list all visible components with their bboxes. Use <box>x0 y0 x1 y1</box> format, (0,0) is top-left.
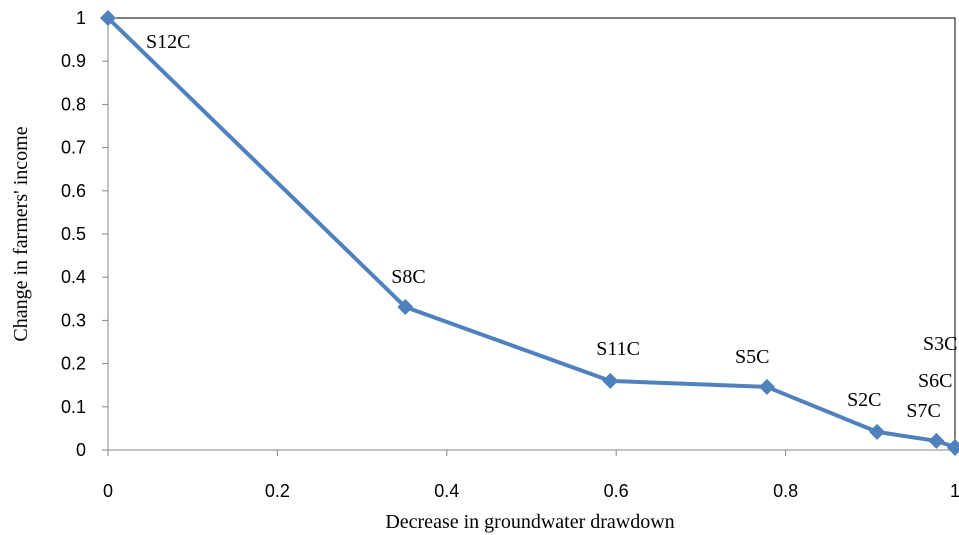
x-tick-label: 0.4 <box>434 481 459 501</box>
marker <box>947 439 959 456</box>
y-axis-title: Change in farmers' income <box>10 126 32 341</box>
x-tick-label: 0 <box>103 481 113 501</box>
plot-border <box>107 17 956 451</box>
y-tick-label: 0.1 <box>61 397 86 417</box>
marker <box>928 432 945 449</box>
point-label: S5C <box>735 346 769 368</box>
y-tick-label: 0.8 <box>61 94 86 114</box>
x-tick-label: 1 <box>950 481 959 501</box>
point-label: S6C <box>918 370 952 392</box>
point-label: S3C <box>923 333 957 355</box>
point-label: S7C <box>906 400 940 422</box>
point-label: S11C <box>596 338 640 360</box>
marker <box>100 10 116 26</box>
marker <box>602 372 619 389</box>
y-tick-label: 0 <box>76 440 86 460</box>
marker <box>758 378 775 395</box>
y-tick-label: 0.3 <box>61 310 86 330</box>
point-label: S2C <box>847 389 881 411</box>
y-tick-label: 1 <box>76 8 86 28</box>
y-tick-label: 0.2 <box>61 354 86 374</box>
series-line <box>106 16 957 449</box>
marker <box>397 299 414 316</box>
x-tick-label: 0.8 <box>773 481 798 501</box>
y-tick-label: 0.9 <box>61 51 86 71</box>
x-tick-label: 0.6 <box>604 481 629 501</box>
y-tick-label: 0.7 <box>61 138 86 158</box>
marker <box>869 423 886 440</box>
y-tick-label: 0.5 <box>61 224 86 244</box>
x-axis-title: Decrease in groundwater drawdown <box>385 511 674 533</box>
point-label: S12C <box>146 31 190 53</box>
point-label: S8C <box>391 266 425 288</box>
x-tick-label: 0.2 <box>265 481 290 501</box>
y-tick-label: 0.4 <box>61 267 86 287</box>
y-tick-label: 0.6 <box>61 181 86 201</box>
